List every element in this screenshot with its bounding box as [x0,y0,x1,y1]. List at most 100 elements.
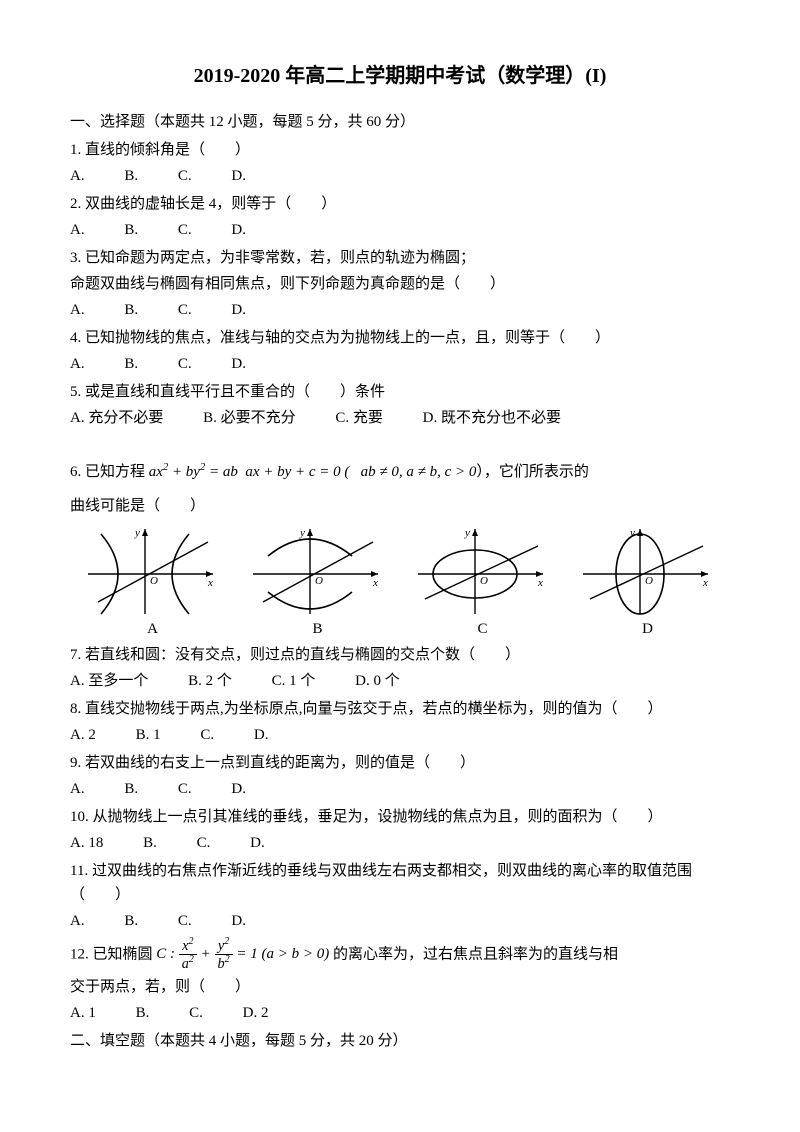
question-1-options: A. B. C. D. [70,164,730,188]
label-b: B [235,617,400,641]
opt-3d: D. [231,298,246,322]
opt-11c: C. [178,909,192,933]
question-8-options: A. 2 B. 1 C. D. [70,723,730,747]
opt-10b: B. [143,831,157,855]
opt-10d: D. [250,831,265,855]
opt-3b: B. [124,298,138,322]
svg-text:x: x [702,577,708,589]
opt-12c: C. [189,1001,203,1025]
svg-text:O: O [315,575,323,587]
opt-9c: C. [178,777,192,801]
opt-8b: B. 1 [136,723,161,747]
opt-4b: B. [124,352,138,376]
opt-8a: A. 2 [70,723,96,747]
q6-prefix: 6. 已知方程 [70,464,149,480]
diagram-a: O x y [83,524,223,619]
label-a: A [70,617,235,641]
question-1: 1. 直线的倾斜角是（ ） [70,138,730,162]
svg-text:x: x [372,577,378,589]
exam-title: 2019-2020 年高二上学期期中考试（数学理）(I) [70,60,730,92]
opt-5a: A. 充分不必要 [70,406,163,430]
opt-12b: B. [136,1001,150,1025]
q12-formula: C : x2a2 + y2b2 = 1 (a > b > 0) [156,946,333,962]
opt-4d: D. [231,352,246,376]
opt-8c: C. [200,723,214,747]
question-9-options: A. B. C. D. [70,777,730,801]
question-2-options: A. B. C. D. [70,218,730,242]
question-7: 7. 若直线和圆：没有交点，则过点的直线与椭圆的交点个数（ ） [70,643,730,667]
opt-1a: A. [70,164,85,188]
opt-12a: A. 1 [70,1001,96,1025]
opt-3c: C. [178,298,192,322]
question-12-line1: 12. 已知椭圆 C : x2a2 + y2b2 = 1 (a > b > 0)… [70,937,730,973]
opt-11a: A. [70,909,85,933]
opt-10c: C. [197,831,211,855]
opt-11b: B. [124,909,138,933]
q6-tail: ），它们所表示的 [476,464,589,480]
opt-11d: D. [231,909,246,933]
svg-text:y: y [134,527,140,539]
opt-9b: B. [124,777,138,801]
question-10: 10. 从抛物线上一点引其准线的垂线，垂足为，设抛物线的焦点为且，则的面积为（ … [70,805,730,829]
svg-text:x: x [207,577,213,589]
opt-2b: B. [124,218,138,242]
opt-1b: B. [124,164,138,188]
opt-10a: A. 18 [70,831,103,855]
opt-7a: A. 至多一个 [70,669,148,693]
question-4-options: A. B. C. D. [70,352,730,376]
opt-2c: C. [178,218,192,242]
question-3-options: A. B. C. D. [70,298,730,322]
label-c: C [400,617,565,641]
opt-5c: C. 充要 [335,406,383,430]
question-9: 9. 若双曲线的右支上一点到直线的距离为，则的值是（ ） [70,751,730,775]
opt-2a: A. [70,218,85,242]
opt-7d: D. 0 个 [355,669,400,693]
diagram-a-wrap: O x y A [70,524,235,641]
diagram-c-wrap: O x y C [400,524,565,641]
question-6-line2: 曲线可能是（ ） [70,494,730,518]
diagram-b-wrap: O x y B [235,524,400,641]
diagram-d-wrap: O x y D [565,524,730,641]
opt-7c: C. 1 个 [272,669,316,693]
opt-12d: D. 2 [243,1001,269,1025]
svg-text:O: O [645,575,653,587]
svg-text:y: y [464,527,470,539]
opt-3a: A. [70,298,85,322]
opt-5b: B. 必要不充分 [203,406,296,430]
diagram-c: O x y [413,524,553,619]
opt-1c: C. [178,164,192,188]
diagram-row: O x y A O x y B O x y [70,524,730,641]
q12-prefix: 12. 已知椭圆 [70,946,156,962]
diagram-b: O x y [248,524,388,619]
question-8: 8. 直线交抛物线于两点,为坐标原点,向量与弦交于点，若点的横坐标为，则的值为（… [70,697,730,721]
question-10-options: A. 18 B. C. D. [70,831,730,855]
question-5: 5. 或是直线和直线平行且不重合的（ ）条件 [70,380,730,404]
opt-5d: D. 既不充分也不必要 [423,406,561,430]
svg-text:x: x [537,577,543,589]
svg-text:O: O [150,575,158,587]
question-11-options: A. B. C. D. [70,909,730,933]
question-12-options: A. 1 B. C. D. 2 [70,1001,730,1025]
opt-9d: D. [231,777,246,801]
opt-1d: D. [231,164,246,188]
question-3-line2: 命题双曲线与椭圆有相同焦点，则下列命题为真命题的是（ ） [70,272,730,296]
svg-text:O: O [480,575,488,587]
opt-2d: D. [231,218,246,242]
question-6-line1: 6. 已知方程 ax2 + by2 = ab ax + by + c = 0 (… [70,460,730,484]
svg-text:y: y [629,527,635,539]
q12-mid: 的离心率为，过右焦点且斜率为的直线与相 [333,946,618,962]
opt-7b: B. 2 个 [188,669,232,693]
question-2: 2. 双曲线的虚轴长是 4，则等于（ ） [70,192,730,216]
label-d: D [565,617,730,641]
question-5-options: A. 充分不必要 B. 必要不充分 C. 充要 D. 既不充分也不必要 [70,406,730,430]
question-3-line1: 3. 已知命题为两定点，为非零常数，若，则点的轨迹为椭圆； [70,246,730,270]
q6-formula: ax2 + by2 = ab ax + by + c = 0 ( ab ≠ 0,… [149,464,477,480]
question-7-options: A. 至多一个 B. 2 个 C. 1 个 D. 0 个 [70,669,730,693]
question-11: 11. 过双曲线的右焦点作渐近线的垂线与双曲线左右两支都相交，则双曲线的离心率的… [70,859,730,907]
opt-4c: C. [178,352,192,376]
svg-text:y: y [299,527,305,539]
diagram-d: O x y [578,524,718,619]
opt-4a: A. [70,352,85,376]
question-12-line2: 交于两点，若，则（ ） [70,975,730,999]
section-2-header: 二、填空题（本题共 4 小题，每题 5 分，共 20 分） [70,1029,730,1053]
